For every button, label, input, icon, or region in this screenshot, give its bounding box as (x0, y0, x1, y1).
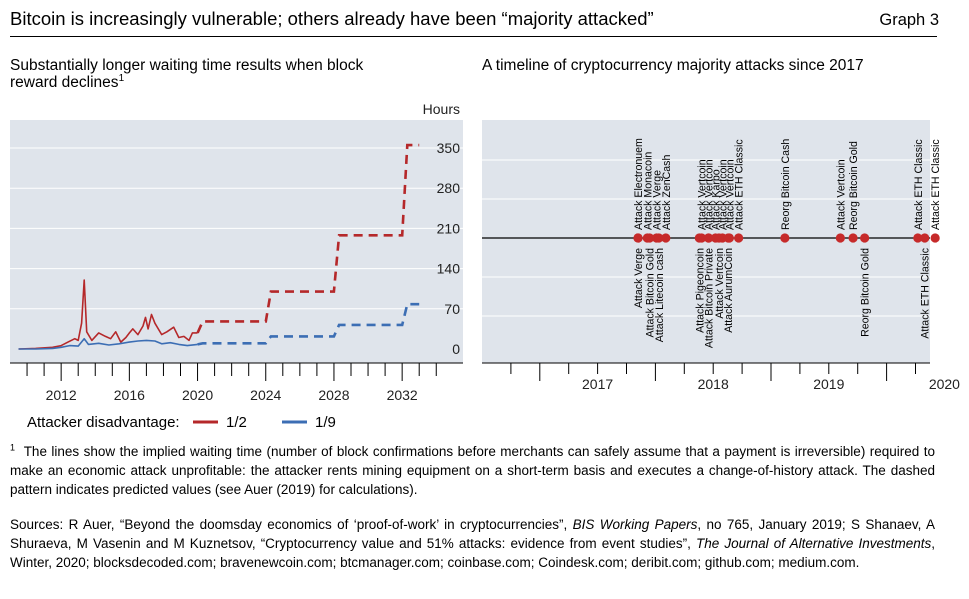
legend-prefix: Attacker disadvantage: (27, 414, 180, 431)
event-above-label-7: Attack Vertcoin (717, 159, 729, 230)
left-y-tick-210: 210 (437, 220, 461, 236)
left-x-label-2020: 2020 (182, 387, 213, 403)
sources-part5: , Winter, 2020; blocksdecoded.com; brave… (10, 536, 935, 570)
event-above-marker-12 (848, 233, 858, 243)
left-x-axis: 2012 2016 2020 2024 2028 2032 (10, 362, 463, 403)
event-above-label-6: Attack Karbo (711, 169, 723, 230)
left-y-tick-350: 350 (437, 140, 461, 156)
right-gridlines (482, 159, 930, 317)
sources-journal2: The Journal of Alternative Investments (695, 536, 932, 551)
left-plot-area (10, 120, 463, 363)
event-below-label-6: Attack AurumCoin (723, 248, 735, 333)
y-axis-label: Hours (423, 101, 460, 117)
left-x-label-2028: 2028 (318, 387, 349, 403)
series-ninth-predicted (197, 302, 420, 346)
sources-part1: Sources: R Auer, “Beyond the doomsday ec… (10, 517, 573, 532)
event-above-marker-3 (661, 233, 671, 243)
left-panel-title-footnote: 1 (118, 72, 125, 84)
event-above-label-14: Attack ETH Classic (930, 139, 942, 230)
left-y-tick-140: 140 (437, 261, 461, 277)
event-below-label-4: Attack Bitcoin Private (704, 248, 716, 348)
sources-part3: , no 765, January 2019; S Shanaev, A Shu… (10, 517, 935, 551)
event-below-label-1: Attack Bitcoin Gold (645, 248, 657, 338)
left-x-label-2024: 2024 (250, 387, 281, 403)
event-above-label-12: Reorg Bitcoin Gold (848, 141, 860, 230)
sources: Sources: R Auer, “Beyond the doomsday ec… (10, 515, 935, 572)
sources-journal1: BIS Working Papers (572, 517, 698, 532)
left-panel-title-line2: reward declines (10, 74, 119, 91)
event-above-marker-11 (835, 233, 845, 243)
left-y-tick-280: 280 (437, 180, 461, 196)
event-above-marker-10 (780, 233, 790, 243)
event-below-marker-2 (654, 233, 664, 243)
graph-label: Graph 3 (879, 11, 939, 29)
series-ninth-actual (18, 337, 198, 350)
event-below-label-7: Reorg Bitcoin Gold (860, 248, 872, 337)
event-above-label-1: Attack Monacoin (642, 152, 654, 230)
event-above-label-2: Attack Verge (652, 170, 664, 230)
legend-label-half: 1/2 (226, 414, 247, 431)
event-below-marker-6 (723, 233, 733, 243)
left-y-tick-0: 0 (452, 341, 460, 357)
event-above-label-11: Attack Vertcoin (835, 159, 847, 230)
series-half-actual (18, 279, 198, 350)
event-above-label-3: Attack ZenCash (661, 155, 673, 230)
event-below-label-5: Attack Vertcoin (714, 248, 726, 319)
event-above-label-5: Attack Vertcoin (704, 159, 716, 230)
left-y-tick-labels: 0 70 140 210 280 350 (437, 140, 461, 357)
left-panel-title-line1: Substantially longer waiting time result… (10, 57, 364, 74)
left-series-lines (18, 143, 420, 350)
event-below-label-3: Attack Pigeoncoin (694, 248, 706, 333)
right-x-label-2018: 2018 (698, 376, 729, 392)
footnote: 1 The lines show the implied waiting tim… (10, 442, 935, 499)
footnote-marker: 1 (10, 442, 16, 453)
legend: Attacker disadvantage: 1/2 1/9 (27, 414, 336, 431)
event-above-label-9: Attack ETH Classic (734, 139, 746, 230)
event-above-marker-13 (913, 233, 923, 243)
left-gridlines (10, 147, 463, 310)
right-x-label-2019: 2019 (813, 376, 844, 392)
event-below-marker-5 (714, 233, 724, 243)
chart-title: Bitcoin is increasingly vulnerable; othe… (10, 8, 654, 29)
event-below-marker-4 (703, 233, 714, 243)
event-above-marker-14 (930, 233, 940, 243)
title-rule (10, 36, 937, 37)
event-below-marker-8 (920, 233, 930, 243)
left-y-tick-70: 70 (444, 301, 460, 317)
left-panel-title: Substantially longer waiting time result… (10, 57, 363, 91)
event-below-label-2: Attack Litecoin cash (654, 248, 666, 342)
footnote-text: The lines show the implied waiting time … (10, 444, 936, 497)
right-x-label-2020: 2020 (929, 376, 960, 392)
legend-label-ninth: 1/9 (315, 414, 336, 431)
event-below-marker-0 (633, 233, 643, 243)
event-below-marker-1 (645, 233, 655, 243)
event-above-label-0: Attack Electronuem (633, 138, 645, 230)
series-half-predicted (196, 143, 420, 334)
event-above-label-8: Attack Vertcoin (724, 159, 736, 230)
left-x-label-2032: 2032 (387, 387, 418, 403)
event-above-label-13: Attack ETH Classic (913, 139, 925, 230)
event-above-marker-9 (734, 233, 744, 243)
event-below-marker-3 (694, 233, 704, 243)
right-x-label-2017: 2017 (582, 376, 613, 392)
event-below-label-0: Attack Verge (633, 248, 645, 308)
event-above-label-10: Reorg Bitcoin Cash (780, 139, 792, 230)
event-below-marker-7 (860, 233, 870, 243)
left-x-label-2016: 2016 (114, 387, 145, 403)
right-panel-title: A timeline of cryptocurrency majority at… (482, 57, 864, 74)
event-below-label-8: Attack ETH Classic (920, 247, 932, 338)
left-x-label-2012: 2012 (46, 387, 77, 403)
right-x-axis: 2017 2018 2019 2020 (482, 362, 960, 392)
event-above-label-4: Attack Vertcoin (697, 159, 709, 230)
